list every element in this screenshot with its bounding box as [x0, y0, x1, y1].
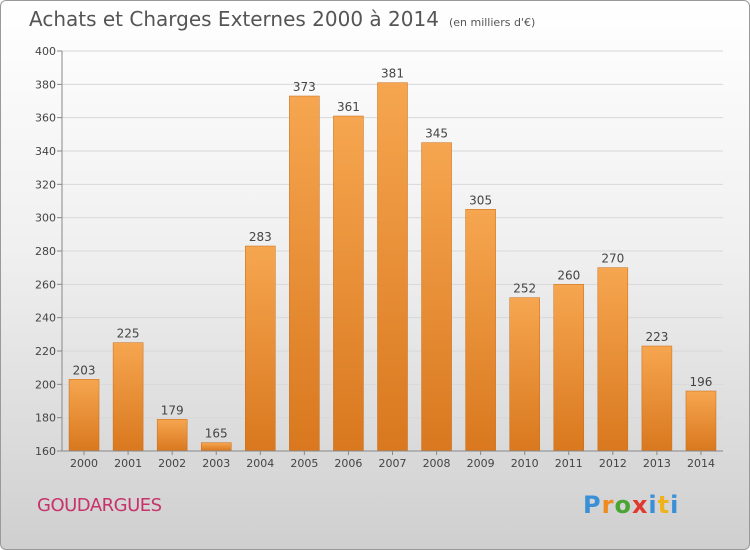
x-tick-label: 2005	[290, 457, 318, 470]
bar-value-label: 165	[205, 427, 228, 441]
bar-2001	[112, 342, 144, 452]
y-tick-label: 220	[35, 345, 56, 358]
bar-value-label: 203	[73, 363, 96, 377]
logo-letter: i	[670, 491, 680, 519]
y-tick-label: 340	[35, 145, 56, 158]
logo-letter: t	[657, 491, 671, 519]
x-tick-label: 2003	[202, 457, 230, 470]
bar-2011	[553, 284, 585, 452]
y-tick-label: 180	[35, 412, 56, 425]
x-tick-label: 2006	[334, 457, 362, 470]
y-tick-label: 280	[35, 245, 56, 258]
proxiti-logo[interactable]: Proxiti	[583, 491, 679, 519]
title-row: Achats et Charges Externes 2000 à 2014 (…	[29, 7, 535, 37]
bars: 203 225 179 165 283 373 361 381 345 305 252 260 270 2…	[68, 67, 717, 452]
bar-2004	[245, 245, 276, 452]
x-tick-label: 2014	[687, 457, 715, 470]
bar-value-label: 179	[161, 403, 184, 417]
y-tick-label: 160	[35, 445, 56, 458]
town-name: GOUDARGUES	[37, 495, 162, 516]
bar-value-label: 225	[117, 327, 140, 341]
x-tick-label: 2001	[114, 457, 142, 470]
bar-chart: 203 225 179 165 283 373 361 381 345 305 252 260 270 2…	[35, 45, 723, 470]
bar-value-label: 373	[293, 80, 316, 94]
bar-value-label: 283	[249, 230, 272, 244]
bar-value-label: 361	[337, 100, 360, 114]
bar-value-label: 260	[557, 268, 580, 282]
logo-letter: r	[601, 491, 615, 519]
bar-2006	[333, 115, 364, 452]
logo-letter: x	[631, 491, 649, 519]
chart-title: Achats et Charges Externes 2000 à 2014	[29, 7, 439, 31]
y-tick-label: 380	[35, 78, 56, 91]
y-tick-label: 240	[35, 312, 56, 325]
bar-2014	[685, 390, 717, 452]
y-tick-label: 200	[35, 378, 56, 391]
bar-2012	[597, 267, 629, 452]
x-tick-label: 2002	[158, 457, 186, 470]
y-tick-label: 320	[35, 178, 56, 191]
axes: 160 180 200 220 240 260 280 300 320 340 360 380 400 2…	[35, 45, 723, 470]
bar-2003	[200, 442, 232, 452]
y-tick-label: 400	[35, 45, 56, 58]
logo-letter: i	[648, 491, 658, 519]
bar-value-label: 381	[381, 67, 404, 81]
logo-letter: o	[614, 491, 632, 519]
y-tick-label: 360	[35, 112, 56, 125]
bar-2009	[465, 209, 496, 452]
bar-2005	[289, 95, 320, 452]
bar-value-label: 345	[425, 127, 448, 141]
x-tick-label: 2013	[643, 457, 671, 470]
y-tick-label: 300	[35, 212, 56, 225]
x-tick-label: 2009	[467, 457, 495, 470]
logo-letter: P	[583, 491, 602, 519]
x-tick-label: 2008	[423, 457, 451, 470]
y-tick-label: 260	[35, 278, 56, 291]
x-tick-label: 2011	[555, 457, 583, 470]
bar-value-label: 252	[513, 282, 536, 296]
x-tick-label: 2012	[599, 457, 627, 470]
bar-2000	[68, 379, 100, 452]
x-tick-label: 2000	[70, 457, 98, 470]
bar-2008	[421, 142, 452, 452]
x-tick-label: 2004	[246, 457, 274, 470]
chart-subtitle: (en milliers d'€)	[448, 16, 536, 29]
bar-2007	[377, 82, 408, 452]
bar-value-label: 270	[601, 252, 624, 266]
bar-2013	[641, 345, 673, 452]
bar-2002	[156, 419, 188, 452]
bar-value-label: 196	[690, 375, 713, 389]
bar-value-label: 223	[645, 330, 668, 344]
x-tick-label: 2010	[511, 457, 539, 470]
x-tick-label: 2007	[379, 457, 407, 470]
bar-2010	[509, 297, 540, 452]
bar-value-label: 305	[469, 193, 492, 207]
